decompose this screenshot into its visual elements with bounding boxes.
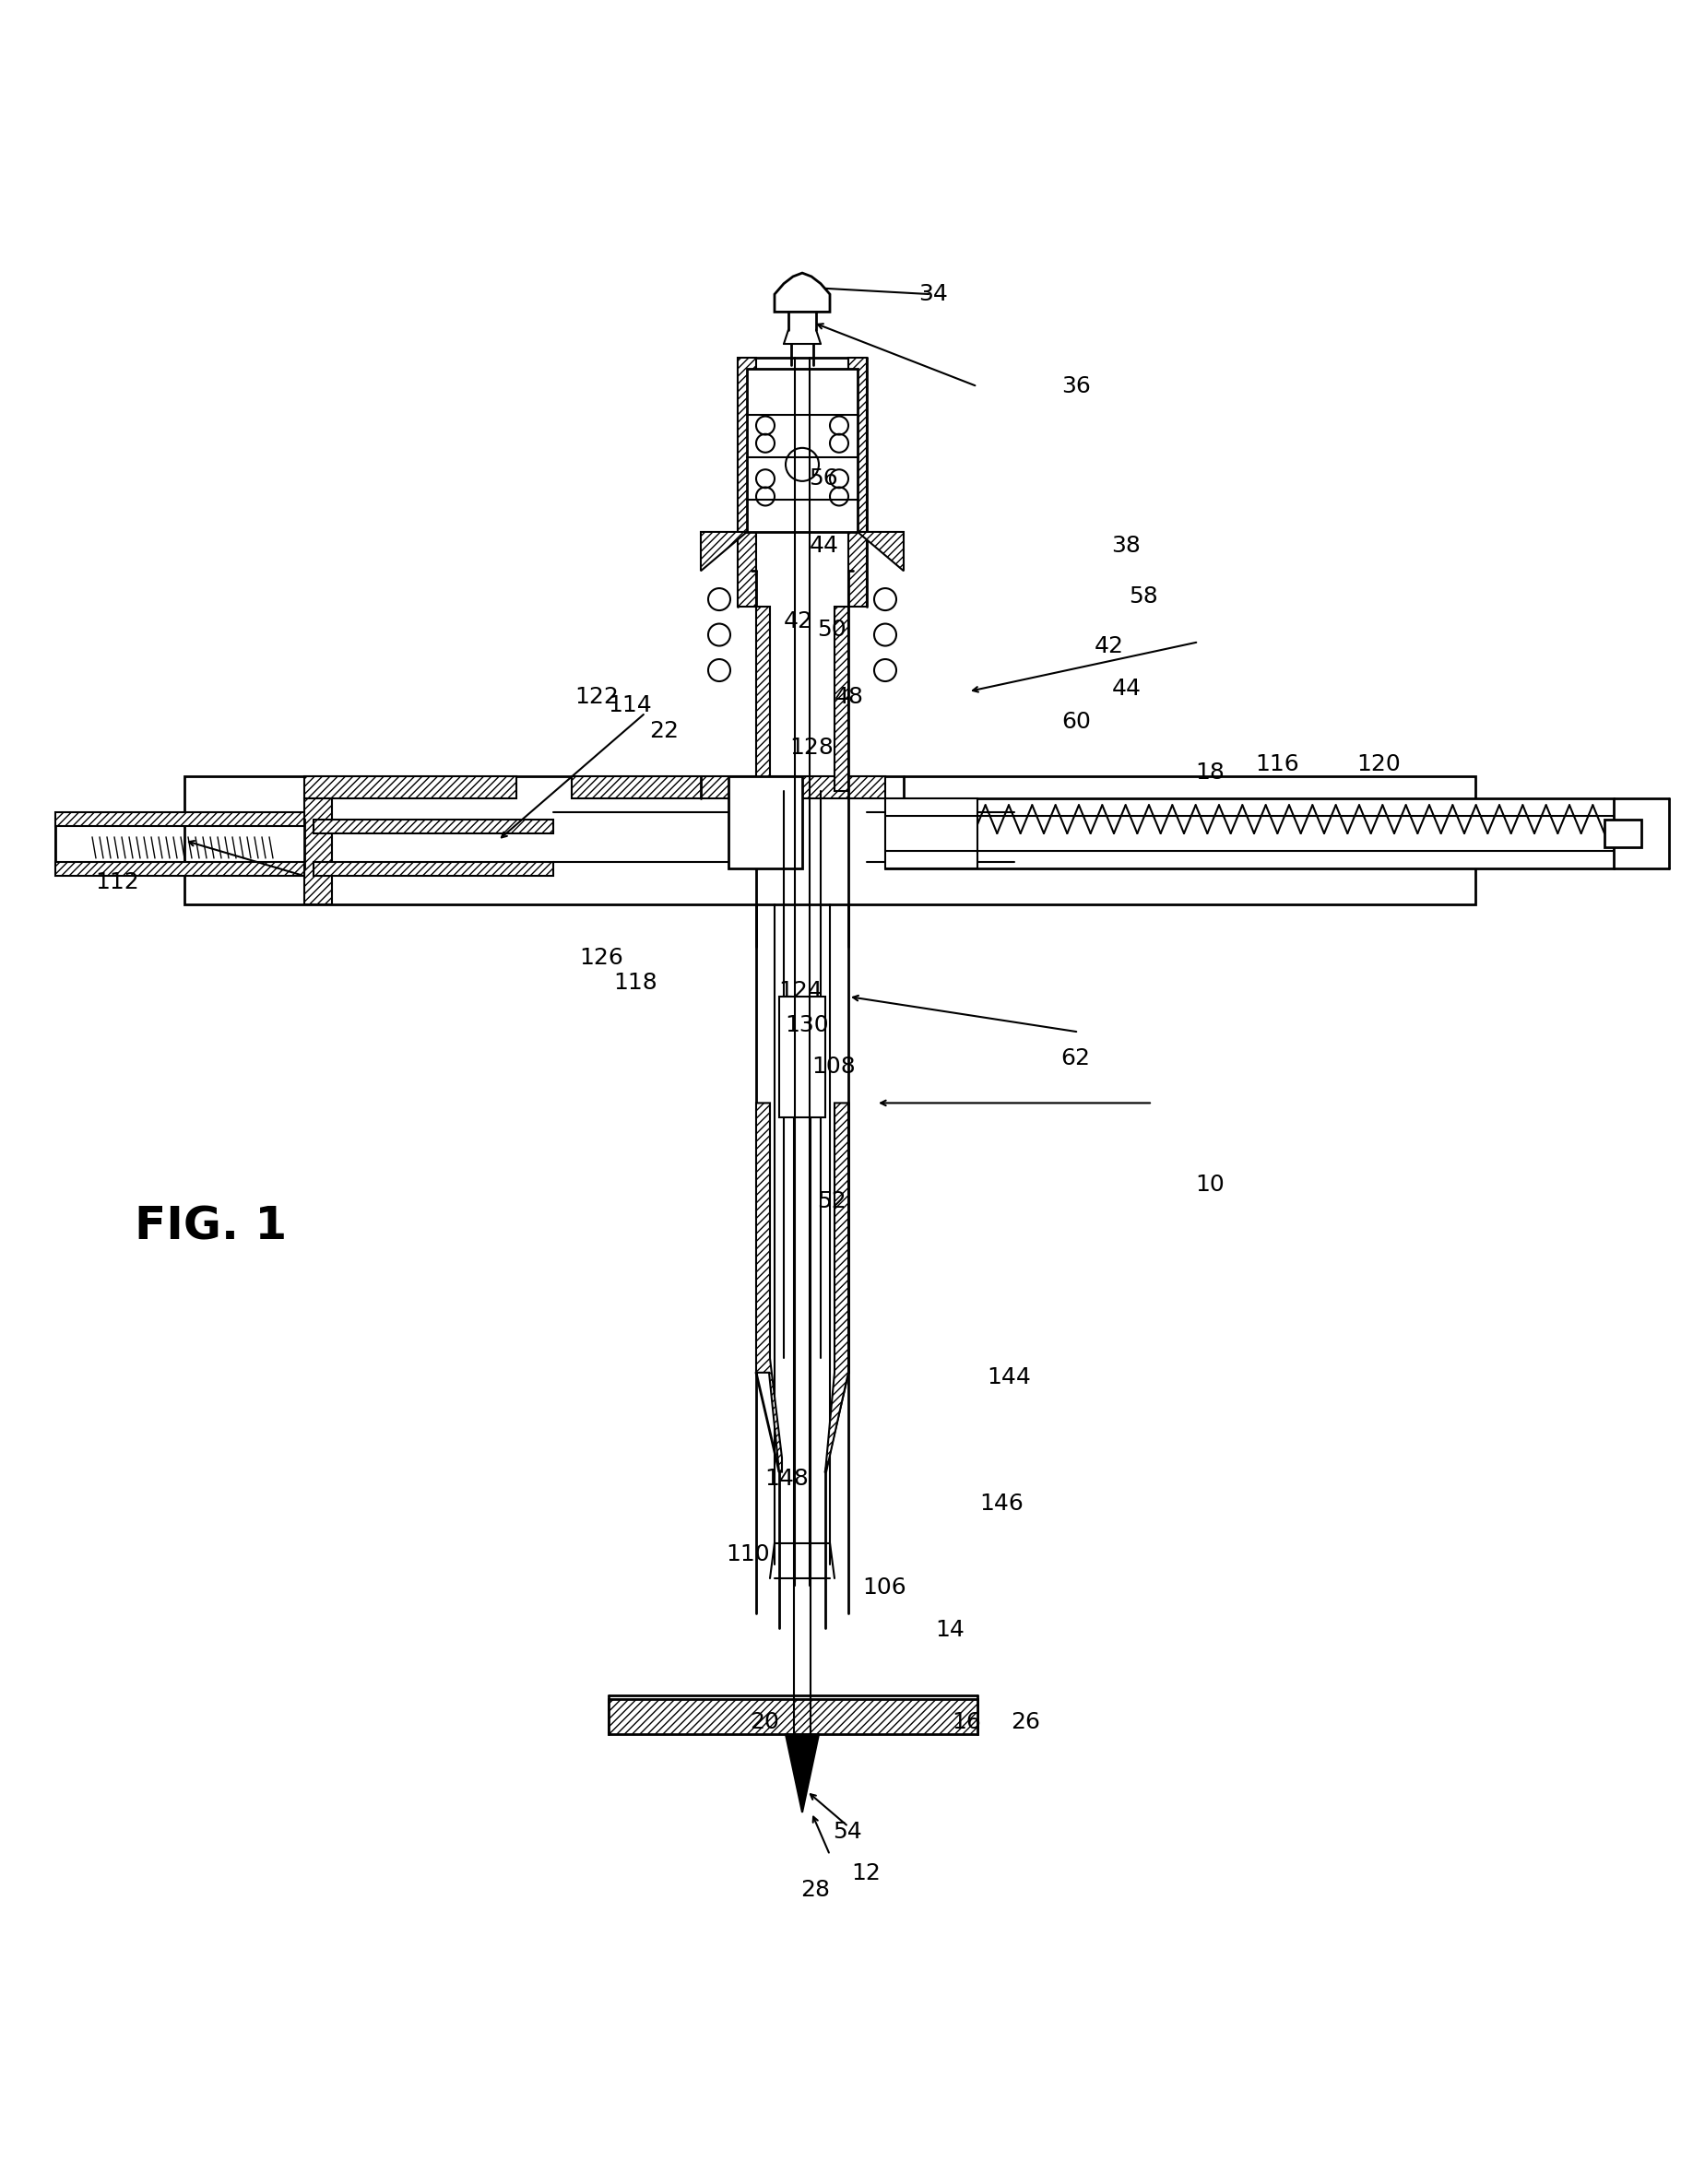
Polygon shape — [756, 1103, 782, 1472]
Text: 44: 44 — [1111, 677, 1141, 699]
Text: 22: 22 — [649, 719, 679, 743]
Text: 16: 16 — [951, 1712, 982, 1734]
Polygon shape — [849, 358, 867, 607]
Text: 50: 50 — [817, 618, 847, 640]
Text: 122: 122 — [575, 686, 619, 708]
Polygon shape — [314, 863, 553, 876]
Text: 18: 18 — [1195, 762, 1225, 784]
Text: FIG. 1: FIG. 1 — [134, 1203, 287, 1249]
Text: 110: 110 — [726, 1544, 770, 1566]
Text: 14: 14 — [935, 1618, 965, 1640]
Bar — [780, 996, 825, 1118]
Text: 62: 62 — [1061, 1048, 1091, 1070]
Text: 10: 10 — [1195, 1173, 1225, 1195]
Circle shape — [874, 587, 896, 609]
Text: 26: 26 — [1010, 1712, 1041, 1734]
Text: 130: 130 — [785, 1013, 829, 1035]
Text: 128: 128 — [790, 736, 834, 758]
Text: 42: 42 — [783, 609, 814, 633]
Text: 44: 44 — [809, 535, 839, 557]
Text: 34: 34 — [918, 282, 948, 306]
Text: 114: 114 — [609, 695, 652, 716]
Text: 116: 116 — [1256, 753, 1299, 775]
Polygon shape — [304, 797, 331, 904]
Bar — [55, 819, 185, 869]
Polygon shape — [834, 607, 849, 791]
Bar — [185, 778, 1476, 904]
Polygon shape — [314, 819, 553, 834]
Polygon shape — [609, 1699, 977, 1734]
Polygon shape — [756, 607, 770, 791]
Text: 54: 54 — [832, 1821, 862, 1843]
Polygon shape — [738, 358, 756, 607]
Text: 118: 118 — [614, 972, 657, 994]
Text: 148: 148 — [765, 1468, 809, 1489]
Text: 36: 36 — [1061, 376, 1091, 397]
Bar — [886, 797, 977, 869]
Polygon shape — [55, 812, 304, 826]
Text: 120: 120 — [1357, 753, 1400, 775]
Text: 144: 144 — [987, 1367, 1030, 1389]
Text: 146: 146 — [980, 1492, 1024, 1516]
Text: 42: 42 — [1094, 636, 1125, 657]
Text: 56: 56 — [809, 467, 839, 489]
Text: 106: 106 — [862, 1577, 906, 1599]
Text: 28: 28 — [800, 1878, 830, 1902]
Polygon shape — [701, 533, 746, 570]
Bar — [728, 778, 802, 869]
Text: 52: 52 — [817, 1190, 847, 1212]
Text: 108: 108 — [812, 1055, 856, 1079]
Bar — [746, 369, 857, 533]
Bar — [55, 819, 304, 869]
Polygon shape — [785, 1734, 819, 1813]
Circle shape — [874, 660, 896, 681]
Text: 38: 38 — [1111, 535, 1141, 557]
Polygon shape — [572, 778, 886, 797]
Bar — [886, 797, 1614, 869]
Circle shape — [874, 625, 896, 646]
Polygon shape — [857, 533, 904, 570]
Text: 12: 12 — [851, 1863, 881, 1885]
Polygon shape — [775, 273, 830, 312]
Polygon shape — [55, 863, 304, 876]
Circle shape — [708, 625, 730, 646]
Text: 60: 60 — [1061, 712, 1091, 734]
Polygon shape — [1604, 819, 1641, 847]
Text: 48: 48 — [834, 686, 864, 708]
Polygon shape — [825, 1103, 849, 1472]
Text: 124: 124 — [778, 981, 822, 1002]
Circle shape — [708, 660, 730, 681]
Text: 126: 126 — [580, 946, 624, 970]
Text: 112: 112 — [96, 871, 140, 893]
Text: 58: 58 — [1128, 585, 1158, 607]
Text: 20: 20 — [750, 1712, 780, 1734]
Polygon shape — [304, 778, 516, 797]
Circle shape — [708, 587, 730, 609]
